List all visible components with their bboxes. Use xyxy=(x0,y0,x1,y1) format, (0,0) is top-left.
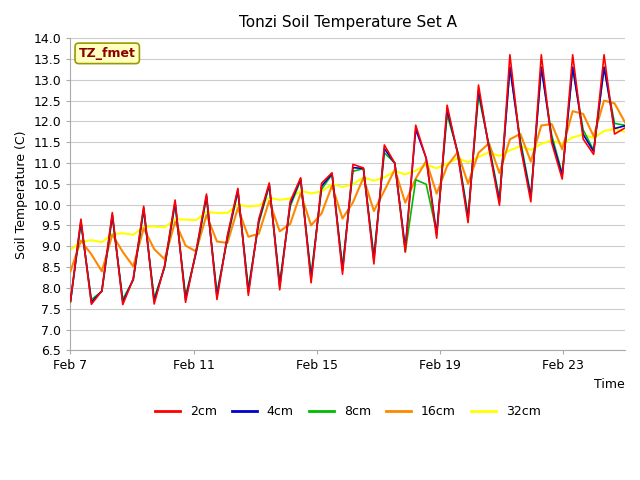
2cm xyxy=(401,249,409,255)
4cm xyxy=(412,126,420,132)
8cm xyxy=(391,160,399,166)
8cm xyxy=(276,279,284,285)
Title: Tonzi Soil Temperature Set A: Tonzi Soil Temperature Set A xyxy=(239,15,457,30)
2cm xyxy=(621,125,629,131)
4cm xyxy=(454,150,461,156)
4cm xyxy=(381,146,388,152)
X-axis label: Time: Time xyxy=(595,378,625,391)
8cm xyxy=(621,122,629,128)
4cm xyxy=(401,245,409,251)
2cm xyxy=(67,299,74,304)
32cm xyxy=(444,161,451,167)
16cm xyxy=(370,208,378,214)
4cm xyxy=(172,199,179,205)
32cm xyxy=(276,197,284,203)
32cm xyxy=(401,171,409,177)
Line: 2cm: 2cm xyxy=(70,55,625,305)
16cm xyxy=(621,120,629,125)
8cm xyxy=(444,112,451,118)
2cm xyxy=(412,122,420,128)
32cm xyxy=(611,126,618,132)
Y-axis label: Soil Temperature (C): Soil Temperature (C) xyxy=(15,130,28,259)
16cm xyxy=(161,256,168,262)
32cm xyxy=(370,178,378,183)
4cm xyxy=(67,299,74,304)
8cm xyxy=(370,253,378,259)
4cm xyxy=(506,64,514,70)
Legend: 2cm, 4cm, 8cm, 16cm, 32cm: 2cm, 4cm, 8cm, 16cm, 32cm xyxy=(150,400,546,423)
4cm xyxy=(286,201,294,207)
Text: TZ_fmet: TZ_fmet xyxy=(79,47,136,60)
Line: 8cm: 8cm xyxy=(70,67,625,301)
2cm xyxy=(506,52,514,58)
8cm xyxy=(506,64,514,70)
16cm xyxy=(401,200,409,205)
2cm xyxy=(172,197,179,203)
4cm xyxy=(119,299,127,305)
32cm xyxy=(161,225,168,230)
32cm xyxy=(67,247,74,252)
8cm xyxy=(67,299,74,304)
2cm xyxy=(454,151,461,156)
16cm xyxy=(391,167,399,172)
Line: 32cm: 32cm xyxy=(70,129,625,250)
16cm xyxy=(444,163,451,169)
Line: 16cm: 16cm xyxy=(70,101,625,271)
32cm xyxy=(621,129,629,135)
16cm xyxy=(600,98,608,104)
16cm xyxy=(276,228,284,234)
2cm xyxy=(286,199,294,204)
Line: 4cm: 4cm xyxy=(70,67,625,302)
8cm xyxy=(401,249,409,255)
4cm xyxy=(621,123,629,129)
2cm xyxy=(381,142,388,148)
8cm xyxy=(161,264,168,270)
16cm xyxy=(67,268,74,274)
32cm xyxy=(391,168,399,174)
2cm xyxy=(119,302,127,308)
